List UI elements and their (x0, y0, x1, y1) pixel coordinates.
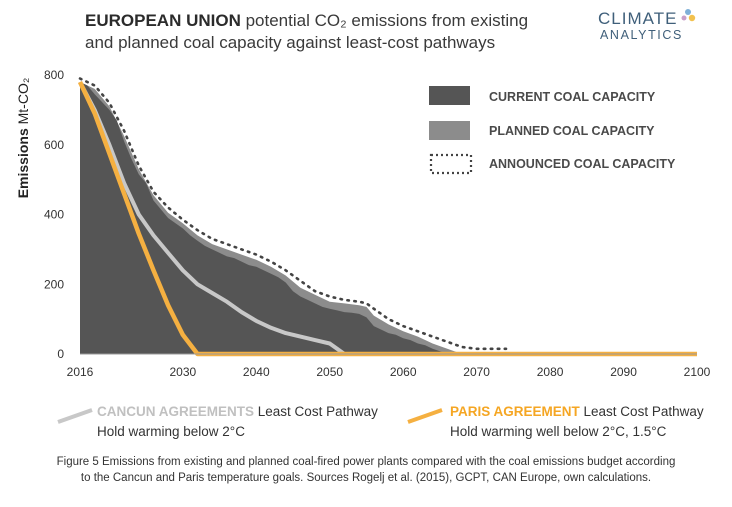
legend: CURRENT COAL CAPACITY PLANNED COAL CAPAC… (429, 86, 676, 175)
x-tick-label: 2016 (67, 365, 94, 379)
climate-analytics-logo: CLIMATE ANALYTICS (598, 9, 708, 42)
logo-dots-icon (681, 9, 696, 22)
paris-legend-line (407, 408, 443, 424)
plot-area (77, 77, 697, 357)
legend-label-planned: PLANNED COAL CAPACITY (489, 124, 655, 138)
y-tick-label: 400 (44, 208, 64, 222)
cancun-key: CANCUN AGREEMENTS (97, 404, 255, 419)
figure-caption: Figure 5 Emissions from existing and pla… (6, 454, 726, 486)
y-tick-label: 600 (44, 138, 64, 152)
paris-line2: Hold warming well below 2°C, 1.5°C (450, 424, 667, 439)
x-tick-label: 2050 (316, 365, 343, 379)
caption-line1: Figure 5 Emissions from existing and pla… (56, 456, 676, 468)
legend-swatch-announced (429, 153, 473, 175)
title-bold: EUROPEAN UNION (85, 11, 241, 30)
x-tick-label: 2100 (684, 365, 711, 379)
x-tick-label: 2090 (610, 365, 637, 379)
x-ticks: 2016 2030 2040 2050 2060 2070 2080 2090 2100 (67, 365, 711, 379)
title-rest: potential CO₂ emissions from existing (245, 11, 529, 30)
y-ticks: 0 200 400 600 800 (44, 68, 64, 361)
y-tick-label: 200 (44, 277, 64, 291)
logo-line2: ANALYTICS (600, 28, 683, 42)
legend-swatch-current (429, 86, 470, 105)
chart-title: EUROPEAN UNION potential CO₂ emissions f… (85, 10, 605, 54)
y-tick-label: 800 (44, 68, 64, 82)
series-cancun-line (78, 81, 697, 356)
legend-label-announced: ANNOUNCED COAL CAPACITY (489, 157, 676, 171)
cancun-legend-line (57, 408, 93, 424)
cancun-legend: CANCUN AGREEMENTS Least Cost Pathway Hol… (97, 402, 378, 442)
paris-rest: Least Cost Pathway (583, 404, 704, 419)
series-announced-line (78, 77, 508, 351)
x-tick-label: 2070 (463, 365, 490, 379)
x-tick-label: 2060 (390, 365, 417, 379)
y-tick-label: 0 (57, 347, 64, 361)
caption-line2: to the Cancun and Paris temperature goal… (80, 472, 652, 484)
legend-label-current: CURRENT COAL CAPACITY (489, 90, 656, 104)
x-tick-label: 2040 (243, 365, 270, 379)
logo-line1: CLIMATE (598, 9, 678, 28)
title-line2: and planned coal capacity against least-… (85, 33, 496, 52)
x-tick-label: 2030 (169, 365, 196, 379)
x-tick-label: 2080 (537, 365, 564, 379)
legend-swatch-planned (429, 121, 470, 140)
series-paris-line (77, 81, 697, 357)
cancun-rest: Least Cost Pathway (257, 404, 378, 419)
paris-legend: PARIS AGREEMENT Least Cost Pathway Hold … (450, 402, 704, 442)
paris-key: PARIS AGREEMENT (450, 404, 580, 419)
series-current-area (80, 82, 448, 354)
cancun-line2: Hold warming below 2°C (97, 424, 245, 439)
